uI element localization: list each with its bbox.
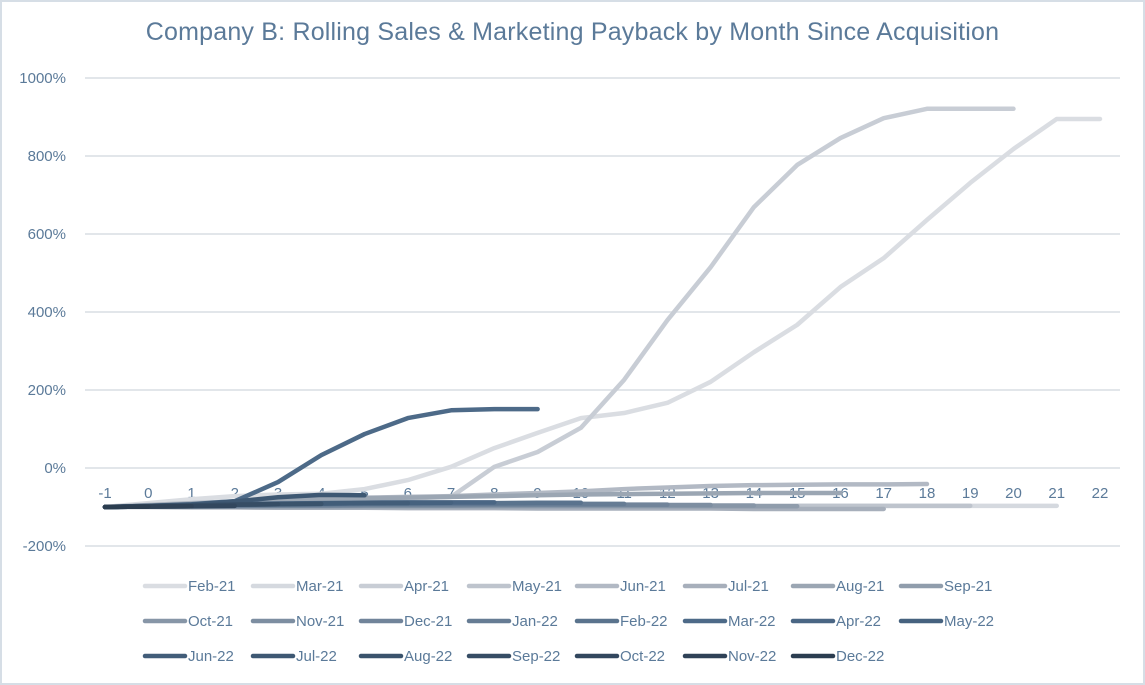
legend-item-may-22: May-22	[898, 613, 994, 630]
legend-label: Aug-21	[836, 578, 884, 595]
legend-item-nov-22: Nov-22	[682, 648, 776, 665]
legend-label: Feb-21	[188, 578, 236, 595]
x-tick-label: 18	[919, 485, 936, 502]
y-tick-label: 400%	[28, 304, 66, 321]
y-tick-label: 200%	[28, 382, 66, 399]
x-tick-label: 17	[875, 485, 892, 502]
legend-label: Apr-22	[836, 613, 881, 630]
legend-label: Aug-22	[404, 648, 452, 665]
legend-item-oct-21: Oct-21	[142, 613, 233, 630]
legend-label: Jun-21	[620, 578, 666, 595]
legend-item-jan-22: Jan-22	[466, 613, 558, 630]
legend-item-jun-21: Jun-21	[574, 578, 666, 595]
y-axis-tick-labels: -200% 0% 200% 400% 600% 800% 1000%	[19, 70, 66, 555]
y-tick-label: 600%	[28, 226, 66, 243]
x-tick-label: 19	[962, 485, 979, 502]
x-tick-label: -1	[98, 485, 111, 502]
legend-item-sep-22: Sep-22	[466, 648, 560, 665]
legend-label: May-22	[944, 613, 994, 630]
legend-item-jun-22: Jun-22	[142, 648, 234, 665]
series-line-apr-21	[102, 106, 1016, 510]
legend-item-may-21: May-21	[466, 578, 562, 595]
x-tick-label: 0	[144, 485, 152, 502]
legend-item-feb-22: Feb-22	[574, 613, 668, 630]
x-tick-label: 20	[1005, 485, 1022, 502]
legend-label: Oct-21	[188, 613, 233, 630]
legend-label: Mar-21	[296, 578, 344, 595]
legend-label: Sep-21	[944, 578, 992, 595]
y-tick-label: 0%	[44, 460, 66, 477]
legend-label: Jun-22	[188, 648, 234, 665]
y-tick-label: -200%	[23, 538, 66, 555]
x-tick-label: 7	[447, 485, 455, 502]
legend-item-mar-22: Mar-22	[682, 613, 776, 630]
legend-item-dec-22: Dec-22	[790, 648, 884, 665]
legend-label: Mar-22	[728, 613, 776, 630]
legend-label: Dec-21	[404, 613, 452, 630]
legend-item-sep-21: Sep-21	[898, 578, 992, 595]
legend-label: Nov-21	[296, 613, 344, 630]
legend-label: Jan-22	[512, 613, 558, 630]
legend-label: Sep-22	[512, 648, 560, 665]
x-tick-label: 22	[1092, 485, 1109, 502]
x-tick-label: 6	[404, 485, 412, 502]
x-tick-label: 1	[187, 485, 195, 502]
series-line-feb-21	[102, 116, 1103, 510]
x-tick-label: 2	[231, 485, 239, 502]
legend-label: Apr-21	[404, 578, 449, 595]
legend-item-jul-21: Jul-21	[682, 578, 769, 595]
x-tick-label: 21	[1048, 485, 1065, 502]
gridlines	[85, 77, 1120, 547]
legend-label: Nov-22	[728, 648, 776, 665]
legend-label: Jul-22	[296, 648, 337, 665]
y-tick-label: 1000%	[19, 70, 66, 87]
legend-item-oct-22: Oct-22	[574, 648, 665, 665]
legend-item-mar-21: Mar-21	[250, 578, 344, 595]
legend-label: Jul-21	[728, 578, 769, 595]
chart-title: Company B: Rolling Sales & Marketing Pay…	[145, 18, 1000, 46]
y-tick-label: 800%	[28, 148, 66, 165]
legend-label: Feb-22	[620, 613, 668, 630]
legend-item-aug-21: Aug-21	[790, 578, 884, 595]
legend-item-jul-22: Jul-22	[250, 648, 337, 665]
legend-label: May-21	[512, 578, 562, 595]
legend-item-aug-22: Aug-22	[358, 648, 452, 665]
legend-item-apr-22: Apr-22	[790, 613, 881, 630]
legend-item-apr-21: Apr-21	[358, 578, 449, 595]
legend: Feb-21 Mar-21 Apr-21 May-21 Jun-21 Jul-21 Aug-…	[142, 578, 994, 665]
legend-label: Dec-22	[836, 648, 884, 665]
series-lines	[102, 106, 1103, 512]
legend-item-dec-21: Dec-21	[358, 613, 452, 630]
legend-item-feb-21: Feb-21	[142, 578, 236, 595]
legend-item-nov-21: Nov-21	[250, 613, 344, 630]
legend-label: Oct-22	[620, 648, 665, 665]
